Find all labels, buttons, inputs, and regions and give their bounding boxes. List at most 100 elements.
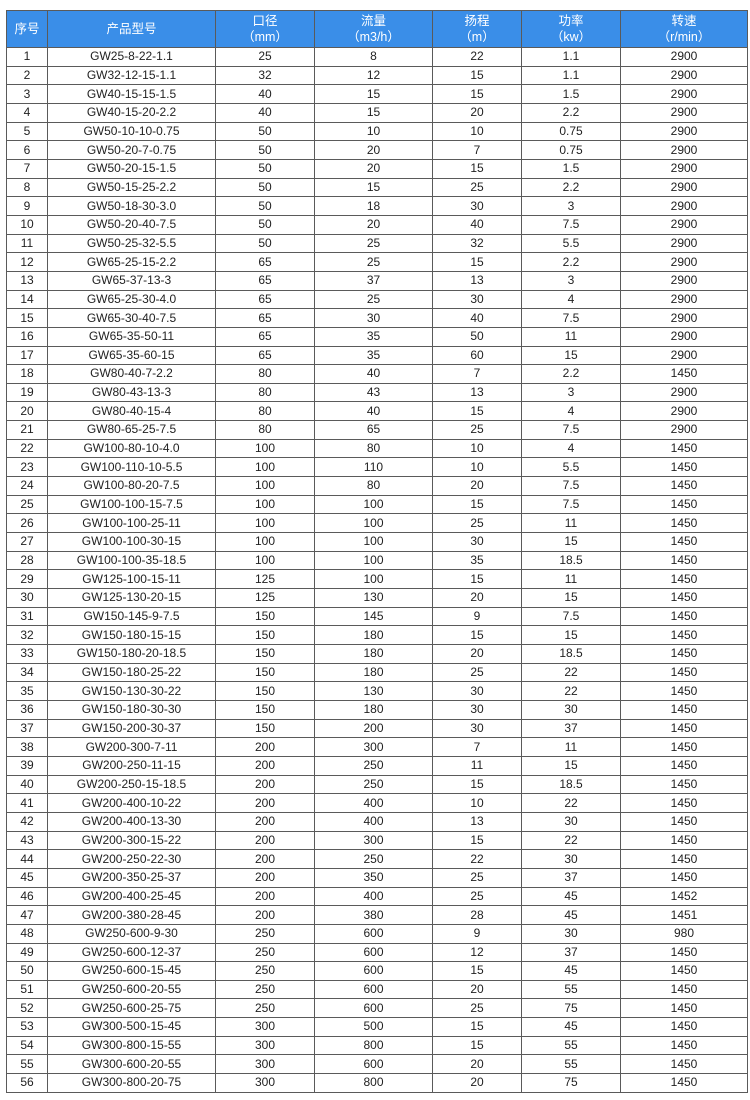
- cell-power: 2.2: [521, 252, 621, 272]
- cell-flow: 30: [314, 308, 433, 328]
- cell-flow: 43: [314, 382, 433, 403]
- cell-head: 10: [432, 457, 522, 478]
- cell-flow: 15: [314, 102, 433, 123]
- cell-model: GW50-20-40-7.5: [47, 214, 216, 235]
- cell-head: 30: [432, 532, 522, 552]
- table-row: 3 GW40-15-15-1.5 40 15 15 1.5 2900: [6, 84, 748, 104]
- header-unit: （r/min）: [657, 30, 711, 44]
- cell-index: 28: [6, 550, 48, 571]
- cell-speed: 2900: [620, 270, 748, 291]
- cell-model: GW200-300-15-22: [47, 830, 216, 851]
- table-row: 8 GW50-15-25-2.2 50 15 25 2.2 2900: [6, 177, 748, 198]
- cell-power: 55: [521, 979, 621, 1000]
- cell-diameter: 300: [215, 1017, 315, 1037]
- cell-speed: 2900: [620, 308, 748, 328]
- table-row: 18 GW80-40-7-2.2 80 40 7 2.2 1450: [6, 364, 748, 384]
- cell-power: 2.2: [521, 177, 621, 198]
- cell-index: 44: [6, 849, 48, 869]
- cell-index: 3: [6, 84, 48, 104]
- cell-speed: 1450: [620, 699, 748, 720]
- table-row: 38 GW200-300-7-11 200 300 7 11 1450: [6, 737, 748, 757]
- table-row: 23 GW100-110-10-5.5 100 110 10 5.5 1450: [6, 457, 748, 478]
- cell-power: 11: [521, 737, 621, 757]
- table-row: 37 GW150-200-30-37 150 200 30 37 1450: [6, 718, 748, 739]
- cell-speed: 1450: [620, 755, 748, 776]
- table-row: 44 GW200-250-22-30 200 250 22 30 1450: [6, 849, 748, 869]
- cell-power: 7.5: [521, 308, 621, 328]
- cell-diameter: 200: [215, 849, 315, 869]
- cell-model: GW100-80-10-4.0: [47, 438, 216, 459]
- cell-head: 15: [432, 569, 522, 590]
- cell-model: GW80-40-7-2.2: [47, 364, 216, 384]
- table-row: 2 GW32-12-15-1.1 32 12 15 1.1 2900: [6, 65, 748, 86]
- cell-model: GW50-25-32-5.5: [47, 233, 216, 254]
- header-speed: 转速 （r/min）: [620, 10, 748, 48]
- cell-speed: 2900: [620, 326, 748, 347]
- cell-flow: 35: [314, 326, 433, 347]
- cell-head: 15: [432, 158, 522, 179]
- cell-flow: 145: [314, 606, 433, 627]
- cell-flow: 100: [314, 532, 433, 552]
- cell-diameter: 50: [215, 196, 315, 216]
- cell-index: 1: [6, 47, 48, 67]
- cell-head: 15: [432, 65, 522, 86]
- cell-flow: 200: [314, 718, 433, 739]
- cell-index: 21: [6, 420, 48, 440]
- cell-power: 11: [521, 326, 621, 347]
- cell-head: 12: [432, 942, 522, 963]
- cell-model: GW200-250-22-30: [47, 849, 216, 869]
- table-row: 53 GW300-500-15-45 300 500 15 45 1450: [6, 1017, 748, 1037]
- cell-model: GW100-110-10-5.5: [47, 457, 216, 478]
- cell-diameter: 250: [215, 961, 315, 981]
- cell-speed: 1450: [620, 494, 748, 515]
- table-row: 41 GW200-400-10-22 200 400 10 22 1450: [6, 793, 748, 813]
- cell-index: 33: [6, 644, 48, 664]
- cell-head: 25: [432, 662, 522, 683]
- header-label: 功率: [558, 14, 584, 28]
- cell-index: 22: [6, 438, 48, 459]
- cell-flow: 40: [314, 401, 433, 422]
- table-row: 32 GW150-180-15-15 150 180 15 15 1450: [6, 625, 748, 645]
- cell-flow: 600: [314, 942, 433, 963]
- cell-head: 60: [432, 345, 522, 366]
- cell-index: 26: [6, 513, 48, 534]
- cell-index: 38: [6, 737, 48, 757]
- cell-power: 30: [521, 699, 621, 720]
- cell-index: 37: [6, 718, 48, 739]
- cell-flow: 300: [314, 830, 433, 851]
- cell-model: GW100-100-15-7.5: [47, 494, 216, 515]
- cell-head: 32: [432, 233, 522, 254]
- cell-flow: 180: [314, 625, 433, 645]
- table-row: 16 GW65-35-50-11 65 35 50 11 2900: [6, 326, 748, 347]
- cell-model: GW50-15-25-2.2: [47, 177, 216, 198]
- header-unit: （m）: [459, 30, 495, 44]
- cell-power: 22: [521, 681, 621, 701]
- cell-model: GW300-800-20-75: [47, 1073, 216, 1093]
- cell-model: GW150-200-30-37: [47, 718, 216, 739]
- cell-power: 30: [521, 811, 621, 832]
- cell-diameter: 150: [215, 681, 315, 701]
- cell-diameter: 200: [215, 867, 315, 888]
- cell-power: 2.2: [521, 102, 621, 123]
- cell-diameter: 150: [215, 699, 315, 720]
- cell-power: 18.5: [521, 644, 621, 664]
- cell-flow: 100: [314, 550, 433, 571]
- cell-head: 7: [432, 364, 522, 384]
- table-row: 55 GW300-600-20-55 300 600 20 55 1450: [6, 1054, 748, 1075]
- cell-power: 30: [521, 849, 621, 869]
- cell-index: 52: [6, 998, 48, 1019]
- cell-power: 2.2: [521, 364, 621, 384]
- cell-index: 29: [6, 569, 48, 590]
- header-flow: 流量 （m3/h）: [314, 10, 433, 48]
- cell-head: 7: [432, 737, 522, 757]
- cell-index: 9: [6, 196, 48, 216]
- cell-model: GW50-10-10-0.75: [47, 121, 216, 142]
- cell-model: GW50-20-7-0.75: [47, 140, 216, 160]
- cell-diameter: 150: [215, 606, 315, 627]
- pump-spec-table: 序号 产品型号 口径 （mm） 流量 （m3/h） 扬程 （m） 功率 （kw） 转速 （r/min）…: [6, 10, 748, 1093]
- cell-model: GW200-250-11-15: [47, 755, 216, 776]
- table-row: 56 GW300-800-20-75 300 800 20 75 1450: [6, 1073, 748, 1093]
- cell-diameter: 100: [215, 494, 315, 515]
- cell-diameter: 65: [215, 308, 315, 328]
- cell-diameter: 65: [215, 270, 315, 291]
